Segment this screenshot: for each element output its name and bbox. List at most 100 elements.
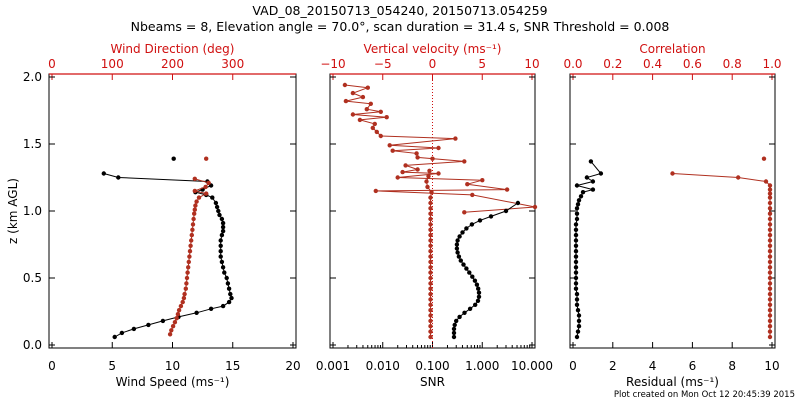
data-point (767, 275, 773, 281)
data-point (414, 151, 419, 156)
data-point (186, 259, 191, 265)
data-point (767, 183, 773, 188)
data-point (220, 265, 226, 270)
data-point (428, 249, 433, 254)
data-point (427, 168, 432, 173)
data-point (378, 133, 383, 139)
data-point (357, 117, 363, 123)
series-2 (167, 156, 211, 337)
y-tick-label: 2.0 (23, 70, 42, 84)
data-point (532, 204, 538, 210)
data-point (217, 212, 222, 218)
data-point (451, 330, 457, 336)
data-point (403, 163, 408, 168)
data-point (767, 243, 773, 248)
bottom-tick-label: 0 (48, 359, 56, 373)
data-point (477, 218, 483, 223)
data-point (428, 302, 433, 307)
data-point (767, 281, 773, 286)
bottom-tick-label: 5 (108, 359, 116, 373)
bottom-tick-label: 10 (165, 359, 180, 373)
data-point (455, 238, 460, 243)
data-point (574, 334, 580, 340)
data-point (425, 184, 430, 190)
data-point (206, 180, 211, 186)
data-point (116, 175, 121, 180)
data-point (462, 159, 467, 164)
data-point (387, 143, 392, 148)
data-point (767, 313, 773, 318)
panel-frame (48, 73, 297, 349)
top-axis-label: Wind Direction (deg) (111, 42, 235, 56)
data-point (213, 200, 219, 206)
data-point (146, 322, 151, 328)
top-tick-label: 0.2 (603, 57, 622, 71)
data-point (575, 308, 581, 313)
top-tick-label: 200 (161, 57, 184, 71)
data-point (360, 94, 366, 100)
data-point (424, 179, 429, 184)
data-point (767, 211, 773, 216)
data-point (580, 190, 586, 195)
data-point (451, 334, 457, 340)
data-point (190, 222, 196, 227)
data-point (350, 90, 356, 96)
data-point (458, 258, 463, 263)
data-point (428, 281, 433, 286)
data-point (767, 286, 773, 291)
data-point (456, 254, 462, 259)
data-point (342, 82, 348, 88)
data-point (216, 208, 221, 214)
data-point (575, 202, 581, 207)
data-point (767, 249, 773, 254)
data-point (767, 308, 773, 313)
data-point (426, 174, 431, 179)
data-point (204, 191, 209, 196)
data-point (222, 270, 227, 275)
data-point (390, 148, 395, 153)
data-point (767, 222, 773, 227)
data-point (460, 230, 465, 235)
data-point (192, 211, 197, 216)
data-point (225, 281, 231, 286)
data-point (428, 232, 433, 238)
data-point (670, 171, 675, 176)
data-point (504, 187, 510, 192)
data-point (473, 302, 478, 307)
data-point (464, 266, 469, 271)
bottom-tick-label: 15 (225, 359, 240, 373)
data-point (457, 234, 462, 239)
data-point (428, 227, 433, 232)
data-point (767, 259, 773, 265)
data-point (428, 238, 433, 243)
bottom-tick-label: 10.000 (511, 359, 553, 373)
data-point (488, 214, 494, 219)
panel-2: 0.001 0.010 0.100 1.000 10.000 SNR −10 −5 0 5 10 Ve… (316, 42, 553, 389)
data-point (573, 238, 579, 243)
data-point (364, 107, 369, 112)
data-point (220, 220, 226, 226)
bottom-tick-label: 20 (285, 359, 300, 373)
data-point (428, 334, 433, 340)
title-line-2: Nbeams = 8, Elevation angle = 70.0°, sca… (131, 19, 670, 34)
y-tick-label: 0.5 (23, 271, 42, 285)
data-point (573, 227, 579, 232)
data-point (190, 227, 195, 232)
data-point (454, 318, 459, 324)
data-point (436, 145, 441, 151)
data-point (767, 195, 773, 200)
data-point (374, 129, 379, 135)
data-point (226, 286, 232, 291)
y-tick-label: 0.0 (23, 338, 42, 352)
data-point (169, 328, 174, 333)
data-point (172, 320, 178, 325)
data-point (573, 222, 579, 227)
data-point (226, 299, 232, 305)
data-point (428, 222, 433, 227)
data-point (170, 324, 176, 329)
data-point (428, 270, 433, 275)
data-point (400, 169, 405, 175)
top-tick-label: 0.6 (683, 57, 702, 71)
data-point (214, 204, 220, 210)
